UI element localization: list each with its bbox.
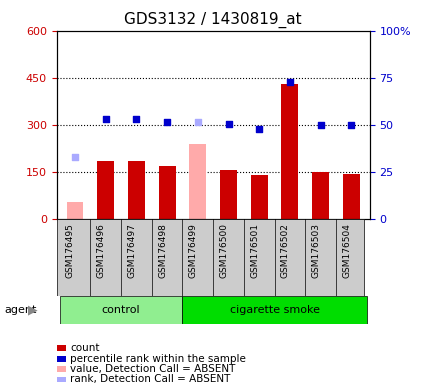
Text: GSM176498: GSM176498 bbox=[158, 223, 167, 278]
Text: percentile rank within the sample: percentile rank within the sample bbox=[70, 354, 246, 364]
Text: value, Detection Call = ABSENT: value, Detection Call = ABSENT bbox=[70, 364, 235, 374]
Bar bbox=[128, 161, 145, 219]
Text: agent: agent bbox=[4, 305, 36, 315]
Bar bbox=[182, 296, 366, 324]
Text: count: count bbox=[70, 343, 100, 353]
Bar bbox=[342, 174, 359, 219]
Point bbox=[194, 119, 201, 125]
Point bbox=[316, 122, 323, 128]
Text: control: control bbox=[102, 305, 140, 315]
Bar bbox=[59, 296, 182, 324]
Text: GSM176496: GSM176496 bbox=[96, 223, 105, 278]
Title: GDS3132 / 1430819_at: GDS3132 / 1430819_at bbox=[124, 12, 301, 28]
Text: GSM176497: GSM176497 bbox=[127, 223, 136, 278]
Point bbox=[133, 116, 140, 122]
Point bbox=[286, 78, 293, 84]
Bar bbox=[189, 144, 206, 219]
Point bbox=[347, 122, 354, 129]
Text: GSM176503: GSM176503 bbox=[311, 223, 320, 278]
Bar bbox=[97, 161, 114, 219]
Text: GSM176495: GSM176495 bbox=[66, 223, 75, 278]
Text: GSM176501: GSM176501 bbox=[250, 223, 259, 278]
Bar bbox=[66, 202, 83, 219]
Point bbox=[163, 119, 170, 125]
Text: cigarette smoke: cigarette smoke bbox=[229, 305, 319, 315]
Bar bbox=[158, 166, 175, 219]
Text: GSM176504: GSM176504 bbox=[342, 223, 351, 278]
Point bbox=[71, 154, 78, 160]
Bar bbox=[250, 175, 267, 219]
Point bbox=[224, 121, 231, 127]
Point bbox=[255, 126, 262, 132]
Bar bbox=[312, 172, 328, 219]
Text: ▶: ▶ bbox=[28, 304, 38, 316]
Bar bbox=[281, 84, 298, 219]
Text: rank, Detection Call = ABSENT: rank, Detection Call = ABSENT bbox=[70, 374, 230, 384]
Bar bbox=[220, 170, 237, 219]
Text: GSM176499: GSM176499 bbox=[188, 223, 197, 278]
Point bbox=[102, 116, 109, 122]
Text: GSM176500: GSM176500 bbox=[219, 223, 228, 278]
Text: GSM176502: GSM176502 bbox=[280, 223, 289, 278]
